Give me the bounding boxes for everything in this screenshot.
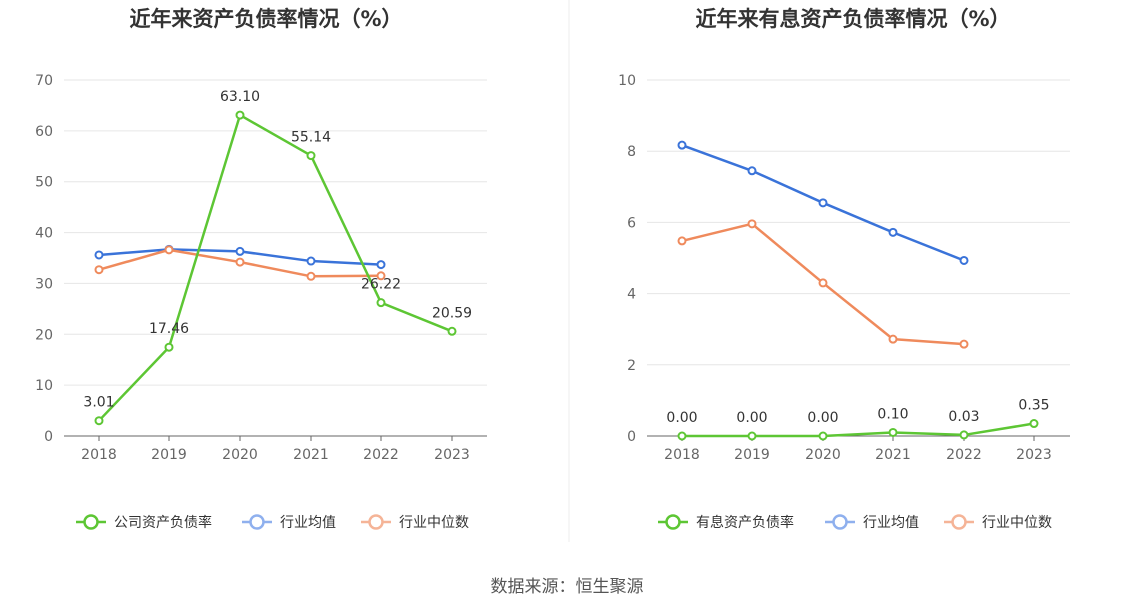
y-tick-label: 8 (627, 144, 636, 160)
x-tick-label: 2019 (151, 447, 187, 463)
legend-swatch-marker (951, 514, 967, 530)
x-tick-label: 2020 (805, 447, 841, 463)
y-tick-label: 20 (35, 327, 53, 343)
data-point[interactable] (888, 427, 898, 437)
data-point[interactable] (818, 431, 828, 441)
data-point[interactable] (235, 246, 245, 256)
data-point[interactable] (164, 245, 174, 255)
data-label: 20.59 (432, 305, 472, 321)
data-point[interactable] (747, 219, 757, 229)
data-point[interactable] (164, 342, 174, 352)
data-point[interactable] (888, 334, 898, 344)
legend-item[interactable]: 有息资产负债率 (658, 514, 794, 531)
y-tick-label: 6 (627, 215, 636, 231)
legend-label: 有息资产负债率 (696, 514, 794, 531)
chart-debt-ratio: 近年来资产负债率情况（%） 0 10 20 30 40 50 60 70 2018 2019 2020… (35, 7, 487, 531)
chart-title: 近年来资产负债率情况（%） (129, 7, 402, 31)
data-source: 数据来源：恒生聚源 (491, 577, 644, 597)
data-label: 0.35 (1018, 398, 1049, 414)
data-label: 0.00 (666, 410, 697, 426)
legend-swatch-marker (368, 514, 384, 530)
data-point[interactable] (306, 151, 316, 161)
data-point[interactable] (306, 271, 316, 281)
legend-swatch-marker (83, 514, 99, 530)
legend-label: 行业中位数 (399, 515, 469, 531)
x-tick-label: 2023 (434, 447, 470, 463)
data-label: 0.10 (877, 406, 908, 422)
data-point[interactable] (1029, 419, 1039, 429)
x-tick-label: 2020 (222, 447, 258, 463)
data-label: 0.00 (807, 410, 838, 426)
x-tick-label: 2019 (734, 447, 770, 463)
x-tick-label: 2022 (363, 447, 399, 463)
data-point[interactable] (94, 250, 104, 260)
data-point[interactable] (959, 339, 969, 349)
legend-swatch-marker (665, 514, 681, 530)
y-tick-label: 0 (44, 429, 53, 445)
data-label: 63.10 (220, 89, 260, 105)
series-line-0 (98, 113, 453, 422)
data-point[interactable] (235, 110, 245, 120)
chart-title: 近年来有息资产负债率情况（%） (695, 7, 1010, 31)
y-tick-label: 10 (618, 73, 636, 89)
data-point[interactable] (94, 265, 104, 275)
data-point[interactable] (888, 227, 898, 237)
y-tick-label: 70 (35, 73, 53, 89)
x-tick-label: 2018 (81, 447, 117, 463)
data-label: 17.46 (149, 321, 189, 337)
data-point[interactable] (818, 198, 828, 208)
data-label: 26.22 (361, 277, 401, 293)
x-tick-label: 2022 (946, 447, 982, 463)
data-point[interactable] (959, 430, 969, 440)
x-tick-label: 2023 (1016, 447, 1052, 463)
y-tick-label: 4 (627, 287, 636, 303)
data-point[interactable] (677, 431, 687, 441)
data-label: 0.03 (948, 409, 979, 425)
data-point[interactable] (677, 140, 687, 150)
y-tick-label: 50 (35, 175, 53, 191)
y-tick-label: 2 (627, 358, 636, 374)
data-point[interactable] (818, 278, 828, 288)
series-line-0 (682, 422, 1035, 438)
legend-item[interactable]: 公司资产负债率 (76, 514, 212, 531)
legend-swatch-marker (249, 514, 265, 530)
legend-label: 行业中位数 (982, 515, 1052, 531)
y-tick-label: 10 (35, 378, 53, 394)
legend-label: 公司资产负债率 (114, 514, 212, 531)
legend-item[interactable]: 行业均值 (242, 514, 336, 531)
data-point[interactable] (959, 255, 969, 265)
data-point[interactable] (747, 431, 757, 441)
x-tick-label: 2018 (664, 447, 700, 463)
y-tick-label: 60 (35, 124, 53, 140)
x-tick-label: 2021 (293, 447, 329, 463)
chart-interest-debt-ratio: 近年来有息资产负债率情况（%） 0 2 4 6 8 10 2018 2019 2020 2021 20… (618, 7, 1070, 531)
legend-label: 行业均值 (863, 515, 919, 531)
data-point[interactable] (235, 257, 245, 267)
legend-swatch-marker (832, 514, 848, 530)
y-tick-label: 30 (35, 276, 53, 292)
data-point[interactable] (94, 416, 104, 426)
data-point[interactable] (376, 298, 386, 308)
legend-item[interactable]: 行业均值 (825, 514, 919, 531)
data-point[interactable] (747, 166, 757, 176)
data-label: 0.00 (736, 410, 767, 426)
legend-item[interactable]: 行业中位数 (361, 514, 469, 531)
x-tick-label: 2021 (875, 447, 911, 463)
data-point[interactable] (376, 271, 386, 281)
data-point[interactable] (306, 256, 316, 266)
data-point[interactable] (447, 326, 457, 336)
data-point[interactable] (677, 236, 687, 246)
data-label: 55.14 (291, 130, 331, 146)
data-label: 3.01 (83, 395, 114, 411)
legend-label: 行业均值 (280, 515, 336, 531)
data-point[interactable] (376, 260, 386, 270)
legend-item[interactable]: 行业中位数 (944, 514, 1052, 531)
y-tick-label: 40 (35, 226, 53, 242)
y-tick-label: 0 (627, 429, 636, 445)
